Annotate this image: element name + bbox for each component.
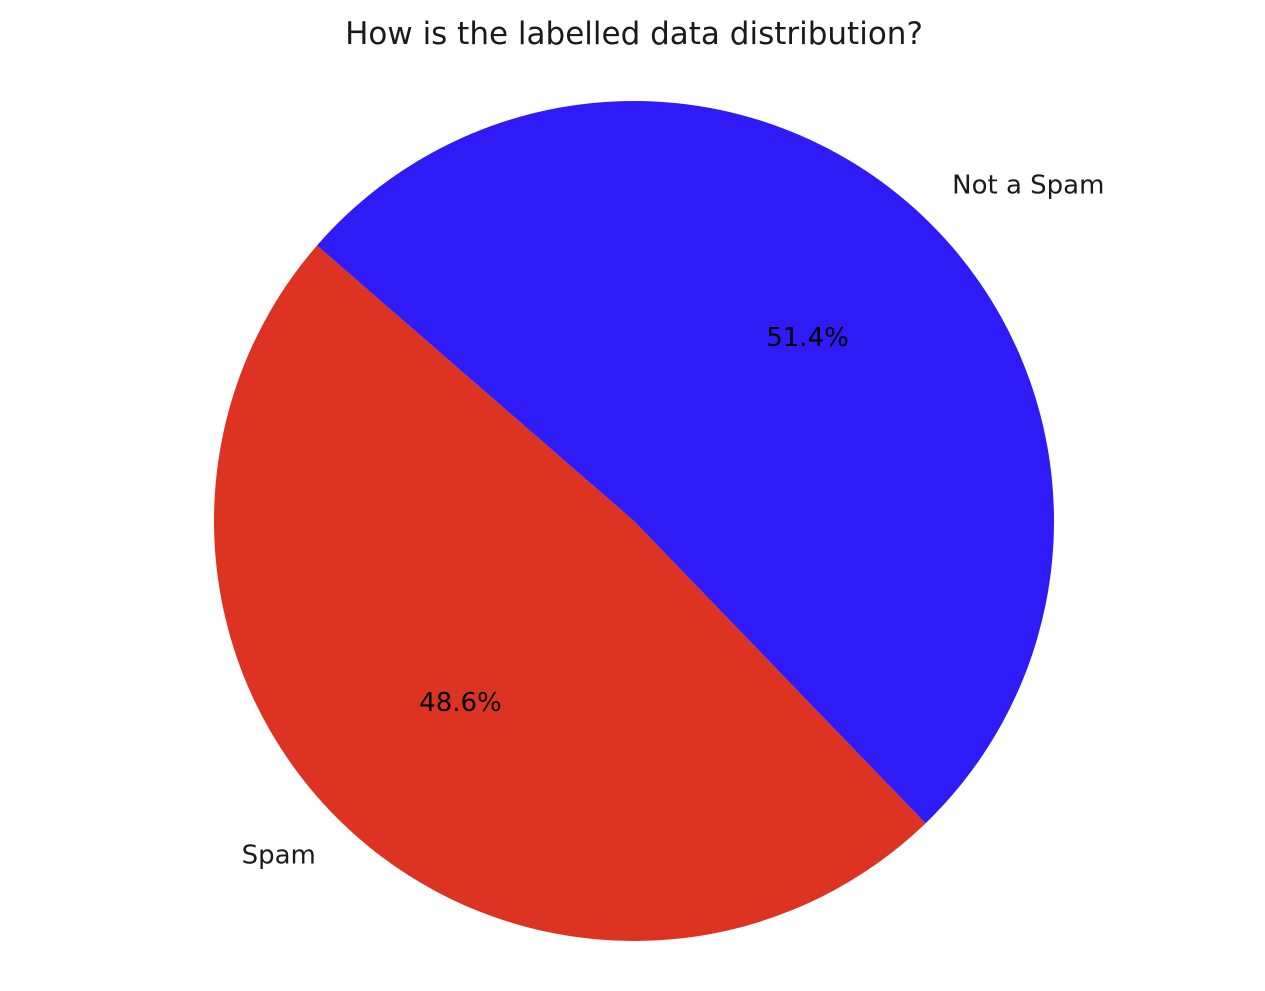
slice-label: Not a Spam xyxy=(952,170,1104,200)
slice-percentage-label: 51.4% xyxy=(766,323,849,353)
pie-labels: Spam 48.6% Not a Spam 51.4% xyxy=(242,170,1105,870)
pie-slice-spam xyxy=(213,245,926,942)
slice-percentage-label: 48.6% xyxy=(419,688,502,718)
pie-slices xyxy=(213,101,1054,942)
chart-title: How is the labelled data distribution? xyxy=(345,16,923,52)
pie-slice-not-a-spam xyxy=(317,101,1054,824)
slice-label: Spam xyxy=(242,841,316,871)
